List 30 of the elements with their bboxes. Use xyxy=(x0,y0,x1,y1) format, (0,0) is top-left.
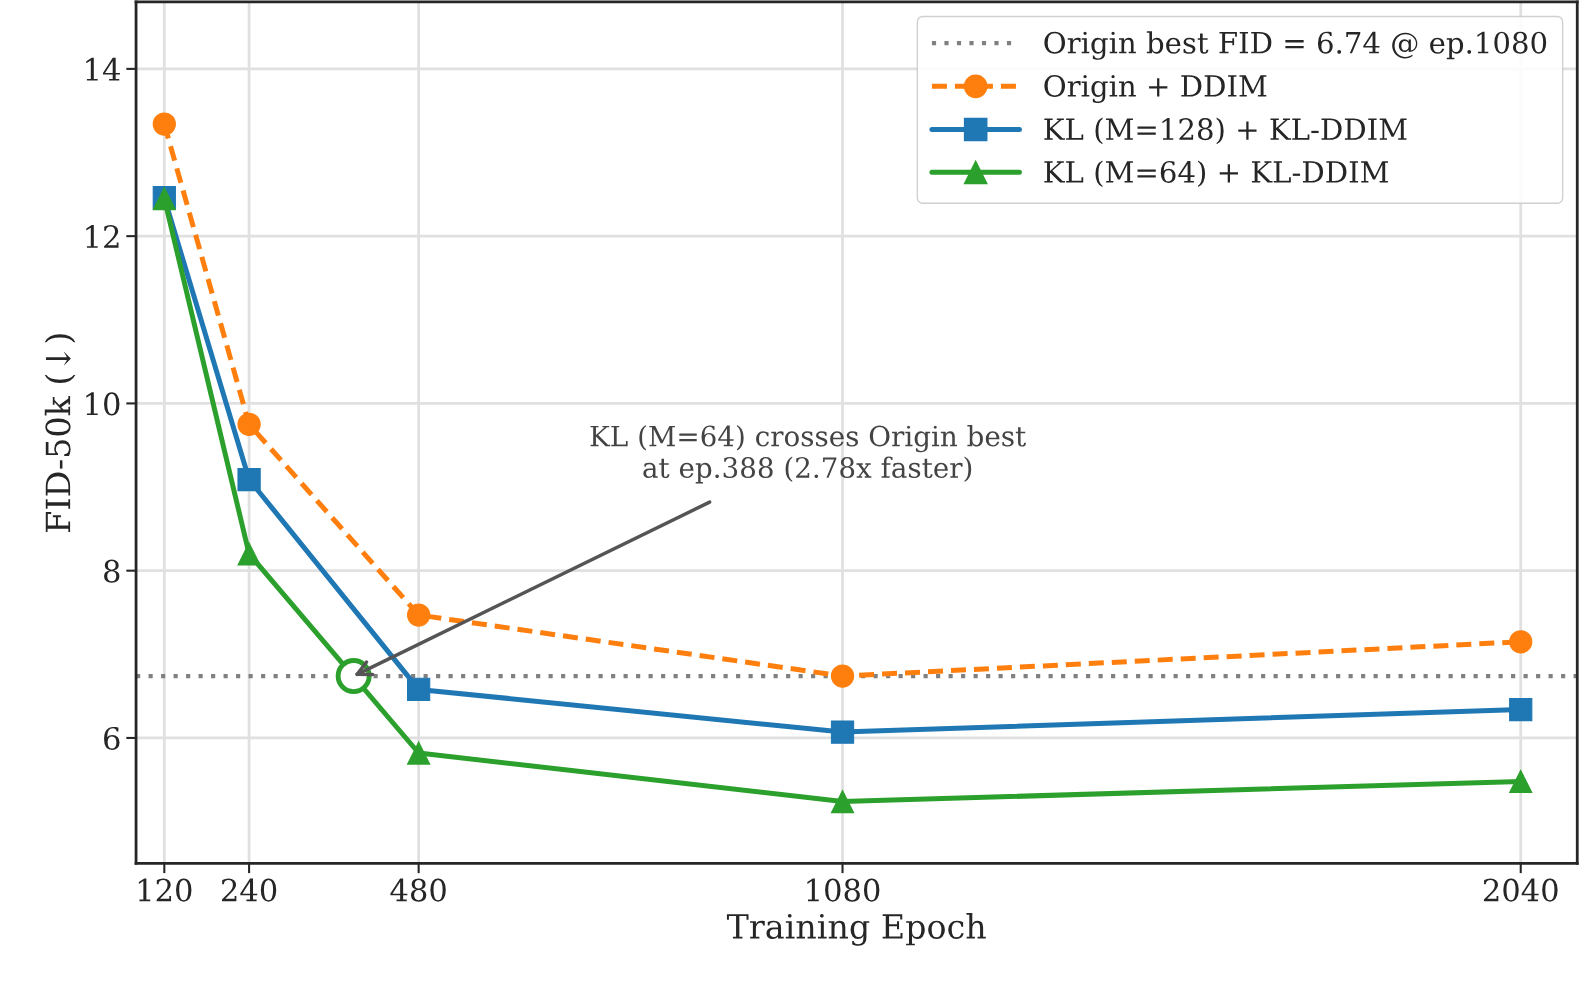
x-tick-label: 480 xyxy=(390,878,446,902)
x-axis-title: Training Epoch xyxy=(726,913,986,946)
y-axis-title: FID-50k (↓) xyxy=(44,334,76,532)
point xyxy=(152,112,176,136)
y-tick-label: 10 xyxy=(86,392,120,416)
legend-label: KL (M=64) + KL-DDIM xyxy=(1044,160,1389,188)
point xyxy=(1509,697,1533,722)
point xyxy=(830,664,855,688)
x-tick-label: 120 xyxy=(138,878,192,902)
point xyxy=(237,412,261,436)
point xyxy=(407,677,431,702)
y-tick-label: 6 xyxy=(104,726,120,750)
y-tick-label: 12 xyxy=(86,225,119,248)
x-tick-label: 240 xyxy=(222,878,277,902)
point xyxy=(1509,630,1533,654)
point xyxy=(407,741,431,765)
x-tick-label: 1080 xyxy=(807,878,880,902)
point xyxy=(830,789,855,814)
legend-label: Origin best FID = 6.74 @ ep.1080 xyxy=(1044,31,1547,60)
legend-label: Origin + DDIM xyxy=(1044,74,1267,104)
point xyxy=(1509,769,1533,794)
legend-label: KL (M=128) + KL-DDIM xyxy=(1044,117,1407,145)
annotation: KL (M=64) crosses Origin best at ep.388 (2.78x faster) xyxy=(590,425,1027,484)
point xyxy=(830,720,855,744)
y-tick-label: 8 xyxy=(104,559,120,583)
point xyxy=(237,467,261,492)
y-tick-label: 14 xyxy=(86,57,120,81)
x-tick-label: 2040 xyxy=(1483,878,1558,902)
point xyxy=(407,603,431,627)
point xyxy=(237,542,261,566)
